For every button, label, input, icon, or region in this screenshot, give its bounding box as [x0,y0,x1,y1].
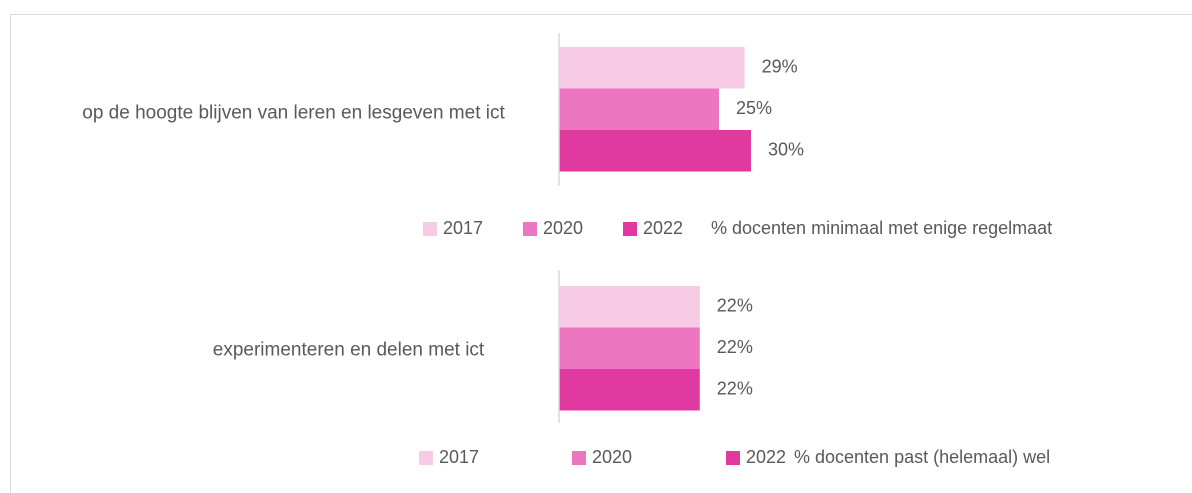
bar [559,88,719,130]
bar [559,130,751,172]
legend-swatch [419,451,433,465]
legend-swatch [572,451,586,465]
data-label: 22% [717,337,753,357]
legend-label: 2022 [746,447,786,467]
legend-label: 2022 [643,218,683,238]
data-label: 29% [762,57,798,77]
legend-label: 2017 [439,447,479,467]
data-label: 22% [717,379,753,399]
category-label: op de hoogte blijven van leren en lesgev… [82,102,505,124]
data-label: 22% [717,296,753,316]
legend-swatch [523,222,537,236]
data-label: 25% [736,98,772,118]
legend-note: % docenten minimaal met enige regelmaat [711,218,1052,238]
bar [559,286,700,328]
legend-label: 2020 [592,447,632,467]
category-label: experimenteren en delen met ict [212,339,485,361]
data-label: 30% [768,140,804,160]
legend-swatch [623,222,637,236]
bar [559,369,700,411]
legend-swatch [423,222,437,236]
bar [559,47,745,89]
legend-swatch [726,451,740,465]
legend-note: % docenten past (helemaal) wel [794,447,1050,467]
legend-label: 2017 [443,218,483,238]
bar [559,327,700,369]
frame [10,14,1192,493]
legend-label: 2020 [543,218,583,238]
